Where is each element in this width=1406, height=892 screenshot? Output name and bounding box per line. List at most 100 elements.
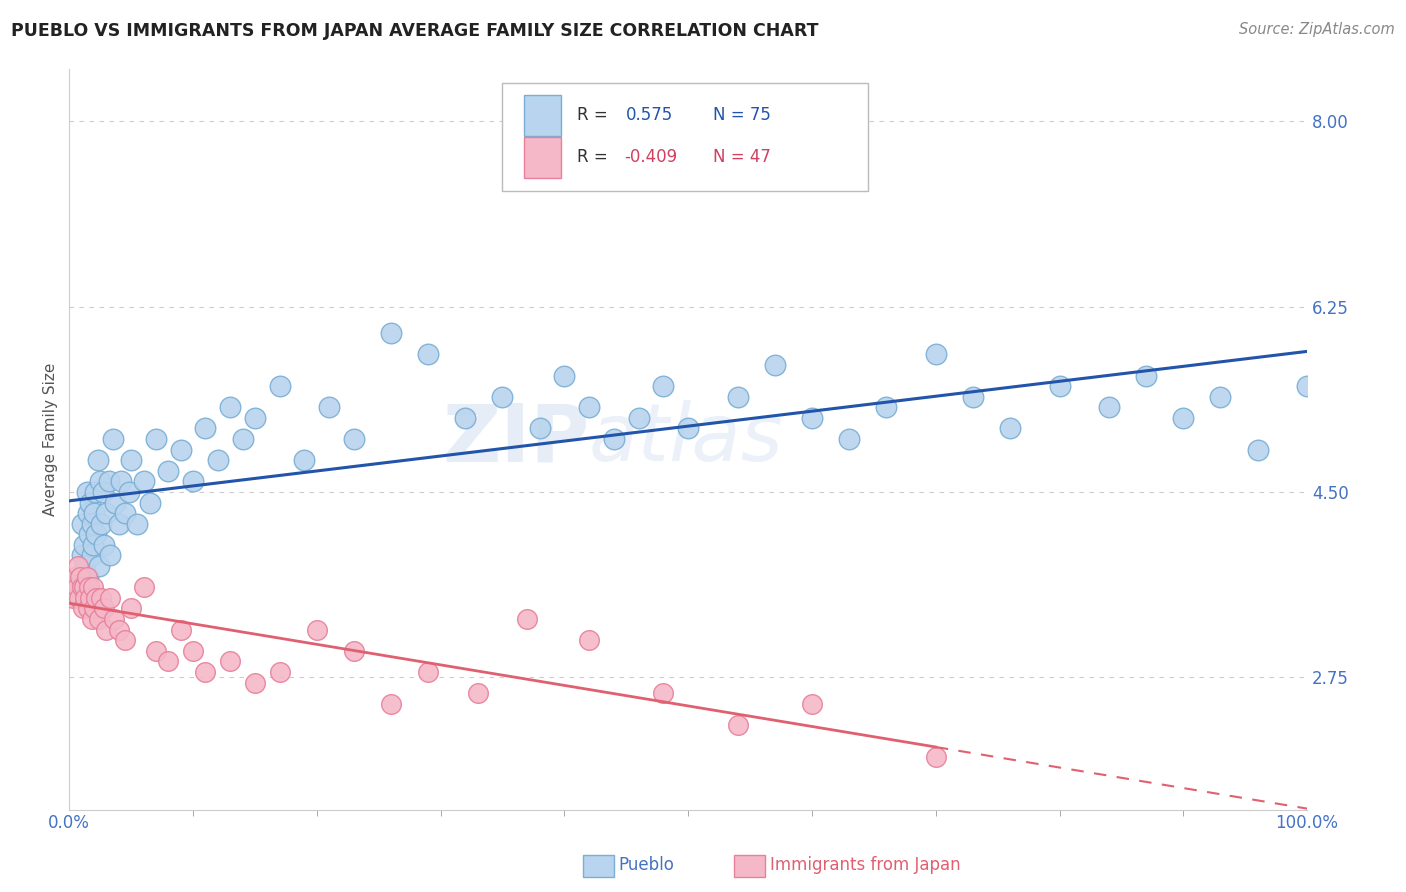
Point (157, 464, 180, 478)
Point (243, 410, 266, 425)
Point (467, 686, 489, 700)
Point (727, 718, 749, 732)
Point (269, 665, 291, 679)
Point (65, 580, 87, 594)
Point (962, 390, 984, 404)
Text: R =: R = (576, 148, 613, 167)
Point (93, 538, 115, 552)
Point (727, 390, 749, 404)
Point (169, 442, 191, 457)
Point (1098, 401, 1121, 415)
FancyBboxPatch shape (523, 95, 561, 136)
Point (65, 569, 87, 583)
Point (1246, 442, 1268, 457)
Point (1135, 368, 1157, 383)
Point (86, 453, 108, 467)
Point (343, 432, 366, 446)
Text: ZIP: ZIP (441, 400, 589, 478)
Point (169, 623, 191, 637)
Point (219, 401, 242, 415)
Point (1296, 379, 1319, 393)
Point (219, 654, 242, 668)
Point (73, 580, 96, 594)
Point (838, 432, 860, 446)
Point (652, 686, 675, 700)
Point (93, 601, 115, 615)
Text: -0.409: -0.409 (624, 148, 676, 167)
Point (77, 527, 100, 541)
Point (76, 485, 98, 500)
Point (107, 516, 129, 531)
Point (418, 665, 440, 679)
Point (97, 475, 120, 489)
Point (82, 538, 104, 552)
Point (80, 612, 103, 626)
Text: PUEBLO VS IMMIGRANTS FROM JAPAN AVERAGE FAMILY SIZE CORRELATION CHART: PUEBLO VS IMMIGRANTS FROM JAPAN AVERAGE … (11, 22, 818, 40)
Point (89, 475, 111, 489)
Text: Immigrants from Japan: Immigrants from Japan (770, 856, 962, 874)
Point (86, 527, 108, 541)
Point (318, 401, 340, 415)
Point (98, 591, 121, 605)
Point (294, 453, 316, 467)
Point (763, 358, 786, 372)
Point (76, 601, 98, 615)
Text: atlas: atlas (589, 400, 785, 478)
Point (77, 580, 100, 594)
Point (603, 432, 626, 446)
Point (138, 495, 160, 509)
Text: R =: R = (576, 106, 613, 124)
Point (82, 580, 104, 594)
Point (578, 401, 600, 415)
Point (107, 623, 129, 637)
Point (91, 485, 114, 500)
Point (66, 559, 89, 574)
Point (62, 591, 84, 605)
Point (1209, 390, 1232, 404)
Point (87, 612, 110, 626)
Point (1173, 410, 1195, 425)
Point (127, 516, 149, 531)
Point (75, 591, 97, 605)
Point (84, 485, 107, 500)
Point (529, 421, 551, 435)
Point (181, 475, 204, 489)
Point (70, 549, 93, 563)
Point (96, 623, 118, 637)
Text: Pueblo: Pueblo (619, 856, 675, 874)
Point (110, 475, 132, 489)
Point (76, 569, 98, 583)
Point (76, 506, 98, 520)
Point (145, 432, 167, 446)
Point (79, 495, 101, 509)
Point (269, 379, 291, 393)
Point (925, 347, 948, 361)
Point (800, 697, 823, 711)
Text: Source: ZipAtlas.com: Source: ZipAtlas.com (1239, 22, 1395, 37)
Point (491, 390, 513, 404)
FancyBboxPatch shape (502, 83, 868, 191)
Point (101, 432, 124, 446)
Point (418, 347, 440, 361)
Point (67, 591, 90, 605)
Point (194, 421, 217, 435)
Point (343, 644, 366, 658)
Point (104, 495, 127, 509)
Point (132, 475, 155, 489)
Point (305, 623, 328, 637)
Point (66, 580, 89, 594)
Point (578, 633, 600, 648)
Point (145, 644, 167, 658)
Point (96, 506, 118, 520)
Point (120, 453, 142, 467)
Text: N = 75: N = 75 (713, 106, 770, 124)
Point (553, 368, 575, 383)
Point (676, 421, 699, 435)
Point (380, 326, 402, 341)
Point (79, 591, 101, 605)
Y-axis label: Average Family Size: Average Family Size (44, 362, 58, 516)
Text: 0.575: 0.575 (626, 106, 673, 124)
Point (76, 569, 98, 583)
Point (103, 612, 125, 626)
Point (157, 654, 180, 668)
